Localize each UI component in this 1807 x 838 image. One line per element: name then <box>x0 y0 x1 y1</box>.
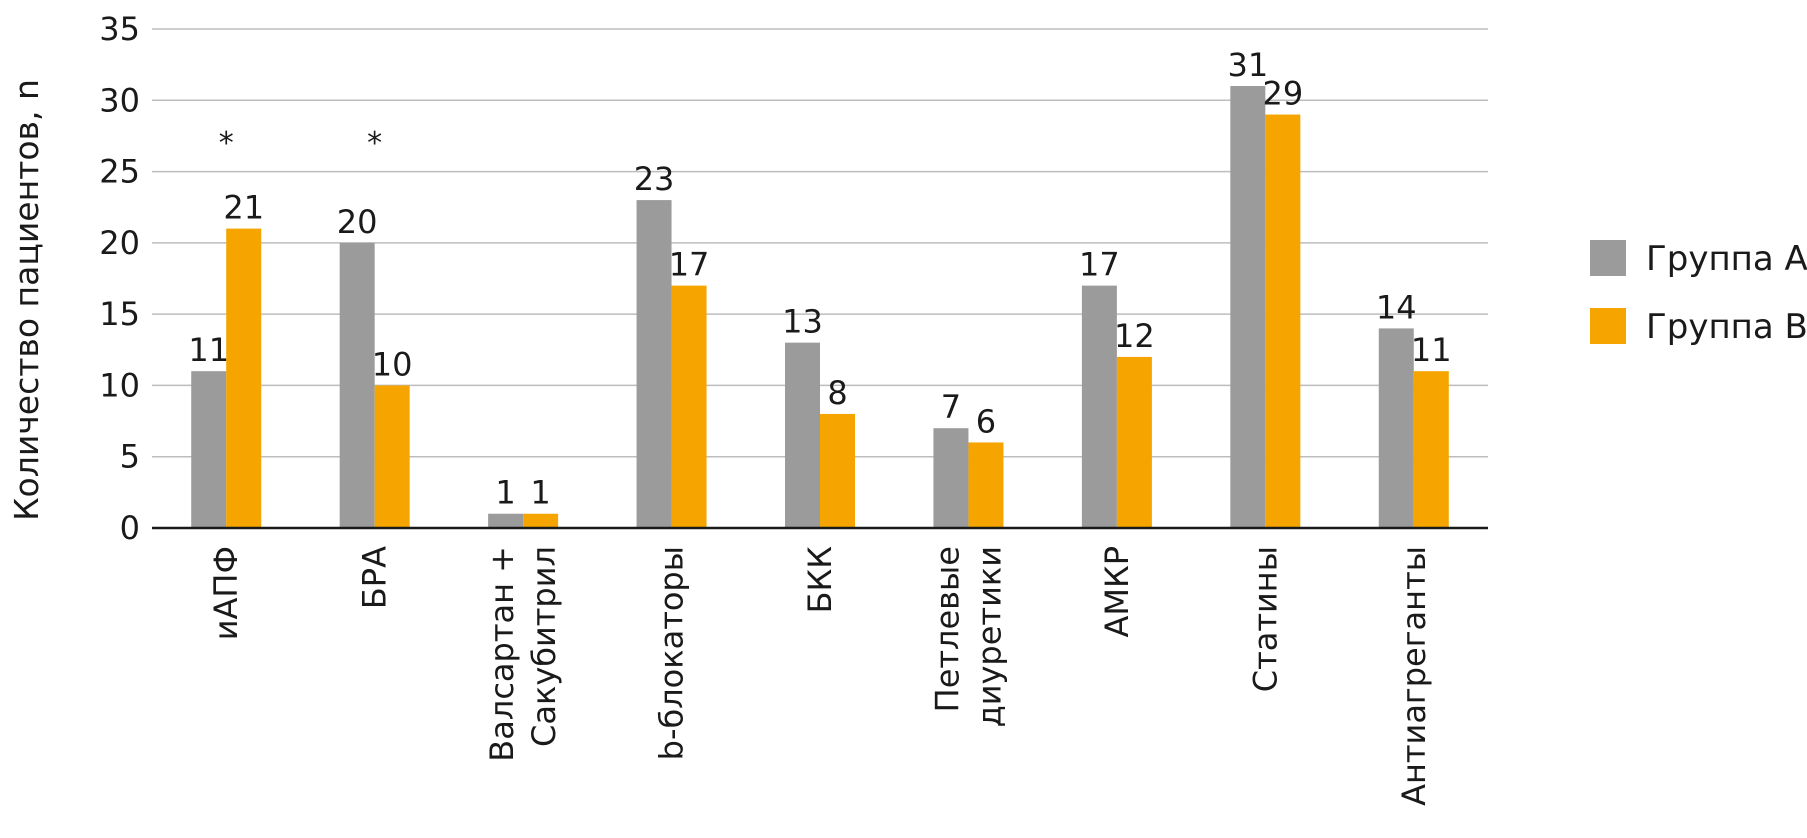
annotations: * * <box>219 126 382 161</box>
bars <box>191 86 1449 529</box>
bar <box>1265 114 1301 529</box>
bar <box>968 442 1004 528</box>
legend-label: Группа А <box>1646 239 1807 279</box>
bar <box>671 285 707 528</box>
category-label: диуретики <box>970 546 1008 727</box>
category-label: Статины <box>1246 546 1284 692</box>
data-label: 1 <box>495 474 515 512</box>
legend-label: Группа В <box>1646 307 1807 347</box>
data-label: 8 <box>827 374 847 412</box>
bar <box>636 200 672 529</box>
legend: Группа А Группа В <box>1590 239 1807 347</box>
bar <box>1230 86 1266 529</box>
category-label: иАПФ <box>207 546 245 640</box>
bar <box>933 428 969 528</box>
y-tick-label: 25 <box>99 153 140 191</box>
y-tick-label: 30 <box>99 81 140 119</box>
category-label: БКК <box>801 546 839 614</box>
bar <box>488 513 524 528</box>
bar <box>226 228 262 528</box>
y-tick-label: 15 <box>99 295 140 333</box>
bar <box>1116 356 1152 528</box>
y-tick-label: 0 <box>120 509 140 547</box>
bar <box>191 371 227 528</box>
bar <box>1413 371 1449 528</box>
bar <box>1378 328 1414 528</box>
data-label: 21 <box>223 189 264 227</box>
category-label: БРА <box>356 546 394 609</box>
bar <box>1081 285 1117 528</box>
data-label: 6 <box>976 402 996 440</box>
category-label: АМКР <box>1098 546 1136 638</box>
category-label: Сакубитрил <box>525 546 563 747</box>
data-label: 20 <box>337 203 378 241</box>
data-label: 1 <box>530 474 550 512</box>
category-labels: иАПФ БРА Валсартан + Сакубитрил b-блокаторы Б… <box>207 546 1433 806</box>
data-label: 11 <box>1411 331 1452 369</box>
y-axis-label: Количество пациентов, n <box>7 79 46 521</box>
data-label: 14 <box>1376 288 1417 326</box>
data-label: 10 <box>372 345 413 383</box>
category-label: Петлевые <box>928 546 966 712</box>
category-label: Антиагреганты <box>1395 546 1433 806</box>
data-label: 17 <box>1079 246 1120 284</box>
y-tick-label: 10 <box>99 366 140 404</box>
y-tick-label: 35 <box>99 10 140 48</box>
bar <box>820 413 855 528</box>
data-label: 13 <box>782 303 823 341</box>
legend-swatch <box>1590 240 1626 276</box>
data-label: 12 <box>1114 317 1155 355</box>
significance-marker: * <box>367 126 382 161</box>
y-tick-label: 5 <box>120 438 140 476</box>
data-label: 7 <box>941 388 961 426</box>
data-label: 11 <box>188 331 229 369</box>
y-tick-label: 20 <box>99 224 140 262</box>
category-label: b-блокаторы <box>653 546 691 760</box>
y-axis-ticks: 0 5 10 15 20 25 30 35 <box>99 10 140 547</box>
significance-marker: * <box>219 126 234 161</box>
data-label: 31 <box>1227 46 1268 84</box>
bar <box>339 242 375 528</box>
data-label: 23 <box>634 160 675 198</box>
data-label: 29 <box>1262 75 1303 113</box>
category-label: Валсартан + <box>483 546 521 762</box>
legend-swatch <box>1590 308 1626 344</box>
bar <box>785 342 820 528</box>
bar <box>523 513 559 528</box>
bar <box>374 385 410 528</box>
data-label: 17 <box>669 246 710 284</box>
